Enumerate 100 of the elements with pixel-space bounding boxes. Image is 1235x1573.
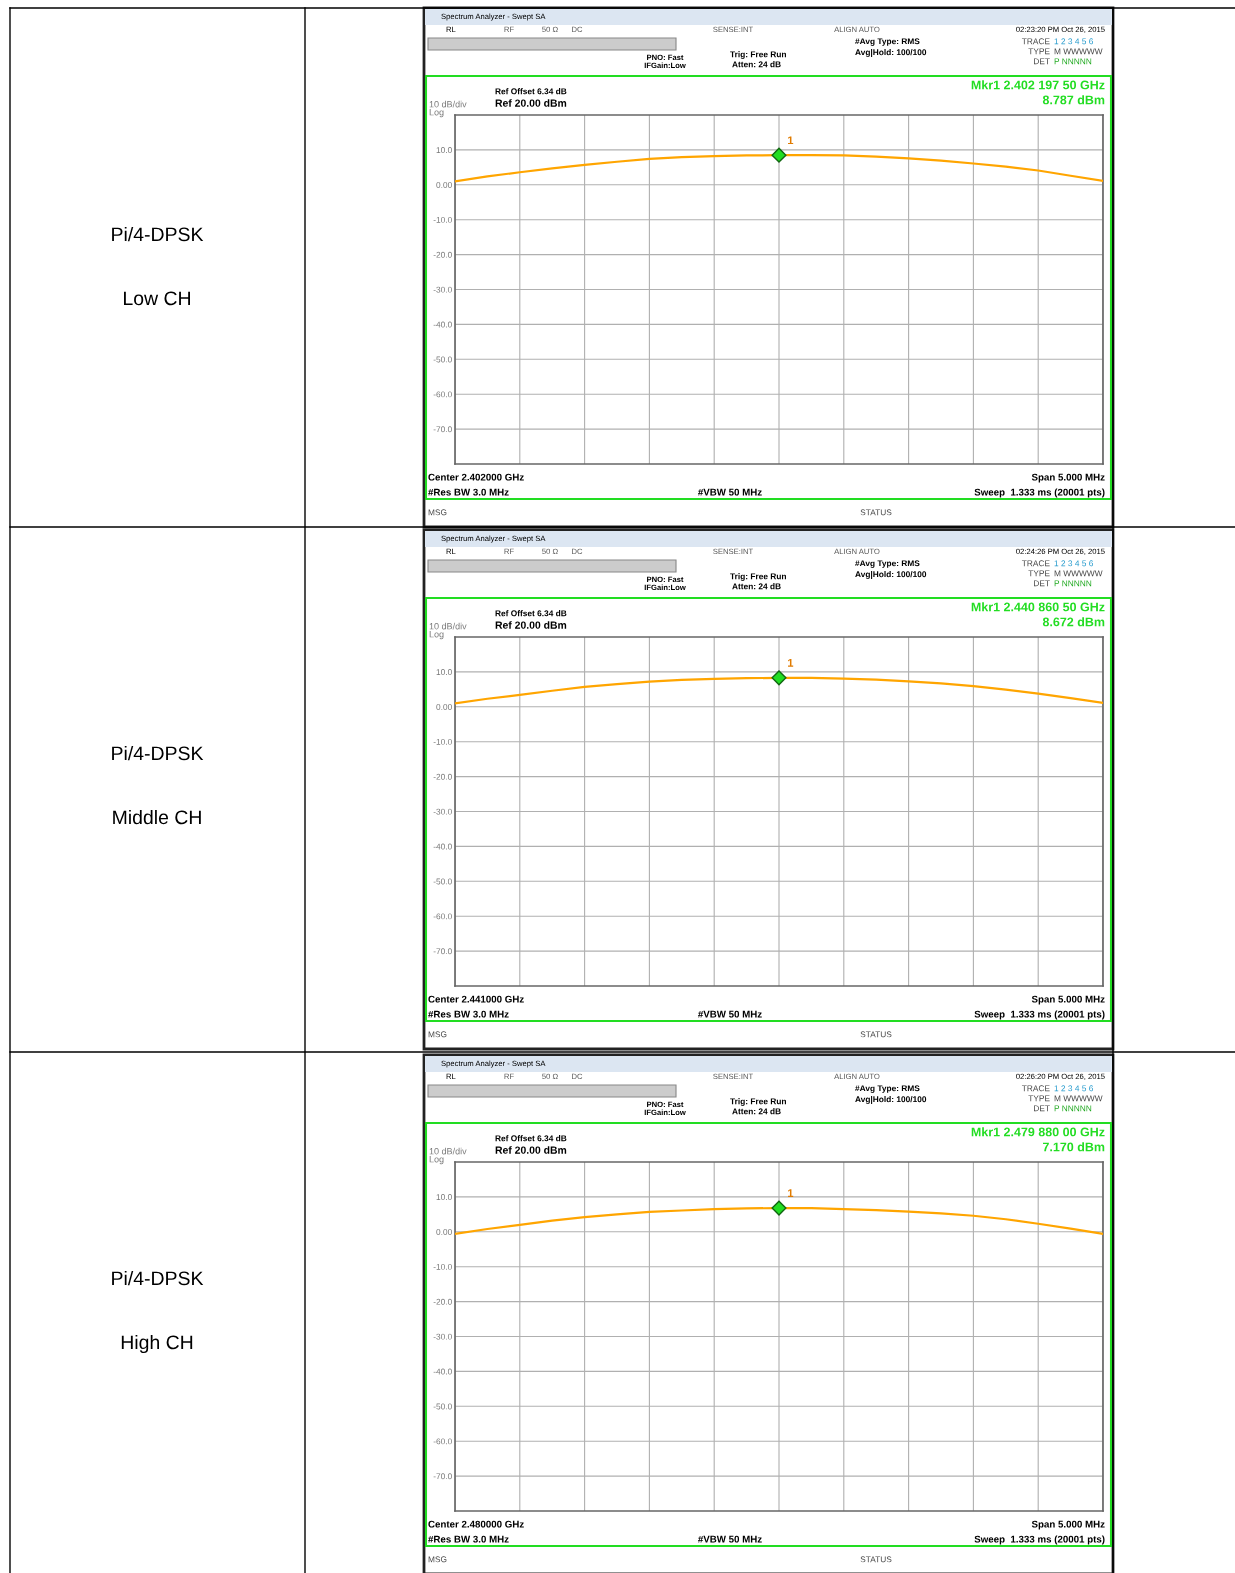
text: TRACE bbox=[1021, 38, 1050, 45]
text: MSG bbox=[428, 509, 447, 516]
text: Span 5.000 MHz bbox=[1031, 995, 1105, 1005]
text: 7.170 dBm bbox=[1043, 1142, 1105, 1152]
text: STATUS bbox=[860, 509, 892, 516]
text: Low CH bbox=[124, 291, 190, 306]
text: Atten: 24 dB bbox=[732, 583, 781, 590]
text: #VBW 50 MHz bbox=[698, 1535, 762, 1543]
y-tick-label: -70.0 bbox=[433, 1473, 452, 1480]
text: Center 2.480000 GHz bbox=[428, 1520, 524, 1528]
text: Span 5.000 MHz bbox=[1031, 1520, 1105, 1530]
text: Ref Offset 6.34 dB bbox=[495, 88, 567, 95]
y-tick-label: 0.00 bbox=[436, 704, 452, 710]
text: M WWWWW bbox=[1054, 570, 1103, 577]
text: Log bbox=[429, 631, 444, 640]
y-tick-label: 0.00 bbox=[436, 182, 452, 188]
text: MSG bbox=[428, 1031, 447, 1038]
text: Atten: 24 dB bbox=[732, 61, 781, 68]
y-tick-label: -70.0 bbox=[433, 426, 452, 433]
y-tick-label: -50.0 bbox=[433, 878, 452, 885]
y-tick-label: 10.0 bbox=[436, 147, 452, 153]
y-tick-label: 0.00 bbox=[436, 1229, 452, 1235]
text: 10 dB/div bbox=[429, 1147, 467, 1155]
text: STATUS bbox=[860, 1556, 892, 1563]
text: #Res BW 3.0 MHz bbox=[428, 488, 509, 496]
y-tick-label: -20.0 bbox=[433, 1298, 452, 1305]
text: Middle CH bbox=[113, 809, 201, 825]
text: Center 2.441000 GHz bbox=[428, 995, 524, 1003]
text: P NNNNN bbox=[1054, 580, 1092, 587]
text: Trig: Free Run bbox=[730, 1098, 786, 1106]
text: Center 2.402000 GHz bbox=[428, 473, 524, 481]
text: Pi/4-DPSK bbox=[112, 745, 204, 761]
text: TYPE bbox=[1028, 570, 1050, 577]
y-tick-label: -50.0 bbox=[433, 1403, 452, 1410]
text: Trig: Free Run bbox=[730, 51, 786, 59]
text: Log bbox=[429, 1156, 444, 1165]
text: Ref 20.00 dBm bbox=[495, 621, 567, 629]
text: Log bbox=[429, 109, 444, 118]
y-tick-label: -20.0 bbox=[433, 251, 452, 258]
text: #Res BW 3.0 MHz bbox=[428, 1535, 509, 1543]
y-tick-label: -60.0 bbox=[433, 391, 452, 398]
y-tick-label: -40.0 bbox=[433, 843, 452, 850]
text: #Avg Type: RMS bbox=[855, 560, 920, 568]
text: Sweep 1.333 ms (20001 pts) bbox=[974, 488, 1105, 498]
y-tick-label: -60.0 bbox=[433, 1438, 452, 1445]
y-tick-label: -10.0 bbox=[433, 1263, 452, 1270]
text: Mkr1 2.402 197 50 GHz bbox=[971, 80, 1105, 90]
text: 8.672 dBm bbox=[1042, 617, 1105, 627]
text: #Res BW 3.0 MHz bbox=[428, 1010, 509, 1018]
text: Sweep 1.333 ms (20001 pts) bbox=[974, 1010, 1105, 1020]
annotation: 1 bbox=[788, 1189, 794, 1197]
text: P NNNNN bbox=[1054, 58, 1092, 65]
text: Avg|Hold: 100/100 bbox=[855, 1096, 927, 1104]
y-tick-label: -70.0 bbox=[433, 948, 452, 955]
text: Pi/4-DPSK bbox=[112, 226, 204, 242]
text: 1 2 3 4 5 6 bbox=[1054, 1085, 1094, 1092]
y-tick-label: -40.0 bbox=[433, 321, 452, 328]
text: Sweep 1.333 ms (20001 pts) bbox=[974, 1535, 1105, 1545]
annotation: 1 bbox=[788, 659, 794, 667]
text: Ref 20.00 dBm bbox=[495, 1146, 567, 1154]
y-tick-label: -20.0 bbox=[433, 773, 452, 780]
text: DET bbox=[1034, 1105, 1050, 1112]
text: Trig: Free Run bbox=[730, 573, 786, 581]
y-tick-label: -10.0 bbox=[433, 738, 452, 745]
text: 8.787 dBm bbox=[1042, 95, 1105, 105]
text: #VBW 50 MHz bbox=[698, 488, 762, 496]
y-tick-label: 10.0 bbox=[436, 669, 452, 675]
text: M WWWWW bbox=[1054, 1095, 1103, 1102]
text: #Avg Type: RMS bbox=[855, 38, 920, 46]
text: 10 dB/div bbox=[429, 622, 467, 630]
text: Ref Offset 6.34 dB bbox=[495, 1135, 567, 1142]
y-tick-label: -30.0 bbox=[433, 808, 452, 815]
text: P NNNNN bbox=[1054, 1105, 1092, 1112]
text: STATUS bbox=[860, 1031, 892, 1038]
text: Span 5.000 MHz bbox=[1031, 473, 1105, 483]
y-tick-label: -40.0 bbox=[433, 1368, 452, 1375]
text: Atten: 24 dB bbox=[732, 1108, 781, 1115]
text: Pi/4-DPSK bbox=[112, 1270, 204, 1286]
text: Ref Offset 6.34 dB bbox=[495, 610, 567, 617]
y-tick-label: 10.0 bbox=[436, 1194, 452, 1200]
text: M WWWWW bbox=[1054, 48, 1103, 55]
text: DET bbox=[1034, 58, 1050, 65]
y-tick-label: -10.0 bbox=[433, 216, 452, 223]
text: Mkr1 2.440 860 50 GHz bbox=[971, 602, 1105, 612]
text: #Avg Type: RMS bbox=[855, 1085, 920, 1093]
y-tick-label: -60.0 bbox=[433, 913, 452, 920]
text: 1 2 3 4 5 6 bbox=[1054, 560, 1094, 567]
annotation: 1 bbox=[788, 136, 794, 145]
text: #VBW 50 MHz bbox=[698, 1010, 762, 1018]
text: High CH bbox=[121, 1334, 193, 1354]
text: Avg|Hold: 100/100 bbox=[855, 571, 927, 579]
text: 1 2 3 4 5 6 bbox=[1054, 38, 1094, 45]
text: MSG bbox=[428, 1556, 447, 1563]
text: TYPE bbox=[1028, 1095, 1050, 1102]
y-tick-label: -50.0 bbox=[433, 356, 452, 363]
text: TYPE bbox=[1028, 48, 1050, 55]
text: TRACE bbox=[1021, 560, 1050, 567]
y-tick-label: -30.0 bbox=[433, 286, 452, 293]
text: 10 dB/div bbox=[429, 100, 467, 108]
text: Mkr1 2.479 880 00 GHz bbox=[971, 1127, 1105, 1137]
